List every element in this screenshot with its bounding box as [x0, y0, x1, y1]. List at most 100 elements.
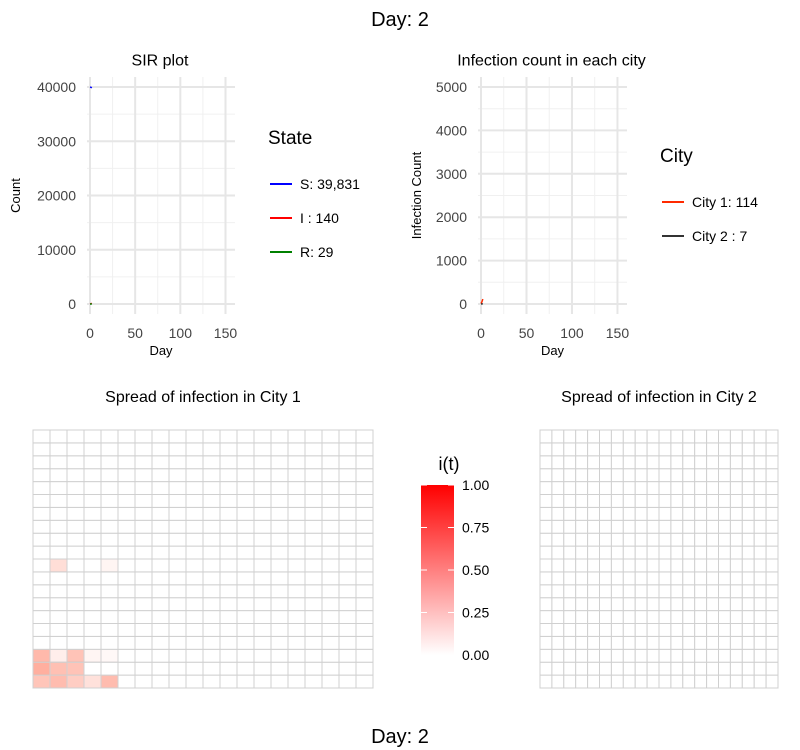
heatmap-cell	[539, 674, 553, 689]
heatmap-cell	[741, 635, 755, 650]
heatmap-cell	[599, 429, 612, 444]
heatmap-cell	[304, 597, 323, 612]
heatmap-cell	[185, 558, 204, 573]
heatmap-cell	[622, 532, 636, 547]
heatmap-cell	[646, 532, 660, 547]
heatmap-cell	[168, 623, 187, 637]
heatmap-cell	[66, 494, 85, 508]
heatmap-cell	[765, 545, 779, 560]
heatmap-cell	[718, 674, 731, 689]
heatmap-cell	[670, 545, 684, 560]
heatmap-cell	[765, 494, 779, 508]
heatmap-cell	[646, 545, 660, 560]
heatmap-cell	[185, 584, 204, 599]
heatmap-cell	[741, 506, 755, 521]
heatmap-cell	[270, 558, 289, 573]
heatmap-cell	[753, 648, 767, 663]
heatmap-cell	[117, 506, 136, 521]
heatmap-cell	[355, 648, 374, 663]
heatmap-cell	[83, 661, 102, 676]
heatmap-cell	[622, 468, 636, 483]
heatmap-cell	[270, 429, 289, 444]
heatmap-cell	[100, 532, 119, 547]
heatmap-cell	[304, 661, 323, 676]
heatmap-cell	[321, 481, 340, 496]
y-tick-label: 5000	[436, 79, 467, 95]
heatmap-cell	[610, 571, 624, 586]
x-tick-label: 0	[477, 325, 485, 341]
heatmap-cell	[622, 674, 636, 689]
heatmap-cell	[134, 481, 153, 496]
heatmap-cell	[236, 545, 255, 560]
heatmap-cell	[151, 429, 170, 444]
heatmap-cell	[694, 545, 708, 560]
heatmap-cell	[718, 532, 731, 547]
heatmap-cell	[151, 597, 170, 612]
heatmap-cell	[682, 635, 696, 650]
heatmap-cell	[741, 648, 755, 663]
heatmap-cell	[646, 442, 660, 457]
heatmap-cell	[236, 610, 255, 624]
heatmap-cell	[287, 442, 306, 457]
heatmap-cell	[338, 455, 357, 470]
heatmap-cell	[706, 674, 719, 689]
heatmap-cell	[670, 635, 684, 650]
heatmap-cell	[622, 584, 636, 599]
heatmap-cell	[706, 506, 719, 521]
heatmap-cell	[741, 442, 755, 457]
heatmap-cell	[202, 623, 221, 637]
heatmap-cell	[682, 532, 696, 547]
heatmap-cell	[117, 429, 136, 444]
heatmap-cell	[355, 661, 374, 676]
y-tick-label: 4000	[436, 122, 467, 138]
heatmap-cell	[599, 610, 612, 624]
heatmap-cell	[304, 584, 323, 599]
heatmap-cell	[287, 545, 306, 560]
heatmap-cell	[551, 468, 565, 483]
heatmap-cell	[236, 597, 255, 612]
heatmap-cell	[66, 429, 85, 444]
heatmap-cell	[658, 481, 672, 496]
heatmap-cell	[753, 597, 767, 612]
heatmap-cell	[634, 532, 648, 547]
heatmap-cell	[287, 481, 306, 496]
heatmap-cell	[658, 635, 672, 650]
heatmap-cell	[575, 558, 589, 573]
heatmap-cell	[610, 610, 624, 624]
heatmap-cell	[634, 661, 648, 676]
heatmap-cell	[168, 661, 187, 676]
heatmap-cell	[765, 661, 779, 676]
heatmap-cell	[706, 635, 719, 650]
heatmap-cell	[321, 661, 340, 676]
heatmap-cell	[622, 494, 636, 508]
heatmap-cell	[539, 648, 553, 663]
heatmap-cell	[134, 455, 153, 470]
heatmap-cell	[610, 661, 624, 676]
heatmap-cell	[634, 455, 648, 470]
heatmap-cell	[622, 519, 636, 534]
heatmap-cell	[338, 610, 357, 624]
heatmap-cell	[338, 584, 357, 599]
heatmap-cell	[741, 623, 755, 637]
heatmap-cell	[563, 494, 577, 508]
heatmap-cell	[599, 623, 612, 637]
legend-label: S: 39,831	[300, 176, 360, 192]
heatmap-cell	[599, 674, 612, 689]
heatmap-cell	[253, 532, 272, 547]
y-tick-label: 2000	[436, 209, 467, 225]
heatmap-cell	[658, 674, 672, 689]
heatmap-cell	[134, 494, 153, 508]
heatmap-cell	[682, 519, 696, 534]
heatmap-cell	[202, 597, 221, 612]
heatmap-cell	[151, 661, 170, 676]
heatmap-cell	[287, 571, 306, 586]
heatmap-cell	[253, 429, 272, 444]
heatmap-cell	[202, 635, 221, 650]
colorbar-title: i(t)	[439, 454, 460, 474]
heatmap-cell	[587, 532, 600, 547]
heatmap-cell	[321, 610, 340, 624]
heatmap-cell	[185, 597, 204, 612]
heatmap-cell	[66, 468, 85, 483]
heatmap-cell	[610, 532, 624, 547]
heatmap-cell	[563, 481, 577, 496]
